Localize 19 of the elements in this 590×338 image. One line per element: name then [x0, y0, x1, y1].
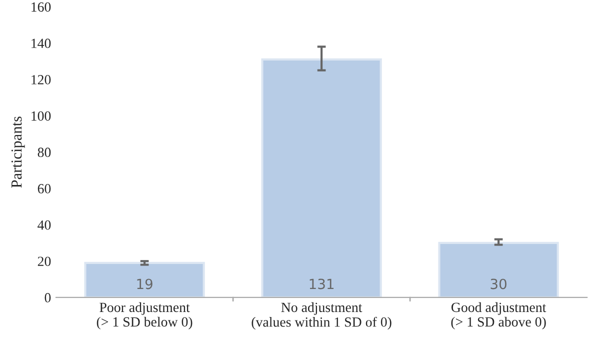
y-tick-label: 160: [32, 2, 51, 12]
y-tick-label: 0: [44, 293, 51, 302]
y-tick-label: 20: [38, 256, 51, 266]
x-tick-label: No adjustment (values within 1 SD of 0): [252, 302, 392, 330]
bar: [84, 262, 205, 298]
y-tick-label: 80: [38, 148, 51, 158]
y-tick-label: 60: [38, 184, 51, 194]
y-tick-label: 100: [32, 111, 51, 121]
bar: [261, 58, 382, 298]
bar: [438, 242, 559, 298]
y-tick-label: 140: [32, 38, 51, 48]
y-tick-label: 40: [38, 220, 51, 230]
data-label: 131: [310, 278, 334, 290]
x-tick-label: Good adjustment (> 1 SD above 0): [451, 302, 546, 330]
data-label: 30: [490, 278, 506, 290]
y-tick-label: 120: [32, 75, 51, 84]
x-tick-label: Poor adjustment (> 1 SD below 0): [96, 302, 192, 330]
y-axis-title: Participants: [11, 116, 25, 188]
data-label: 19: [137, 278, 152, 290]
